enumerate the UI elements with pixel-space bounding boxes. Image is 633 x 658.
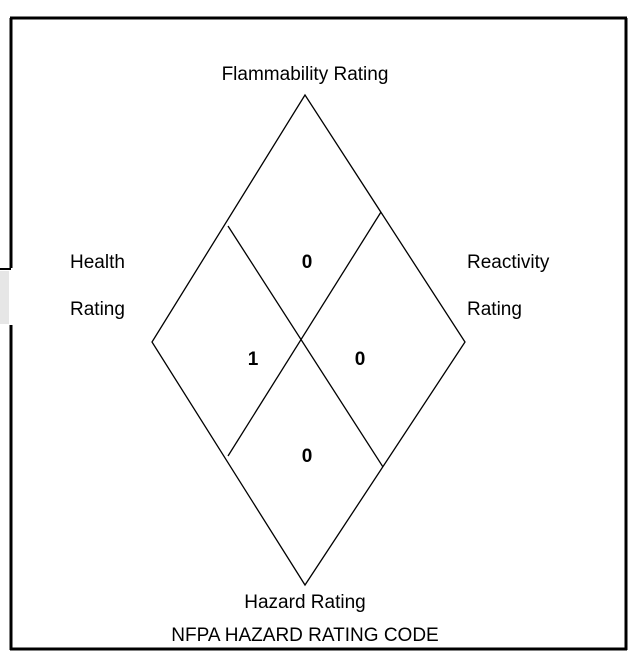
reactivity-label: Reactivity	[467, 252, 550, 273]
hazard-label: Hazard Rating	[244, 592, 365, 613]
health-label: Rating	[70, 299, 125, 320]
reactivity-rating: 0	[355, 349, 366, 370]
frame	[0, 16, 628, 651]
side-tab	[0, 271, 9, 324]
caption: NFPA HAZARD RATING CODE	[171, 625, 438, 646]
health-rating: 1	[248, 349, 259, 370]
health-label: Health	[70, 252, 125, 273]
hazard-rating: 0	[302, 446, 313, 467]
diamond-outline	[151, 93, 466, 587]
diamond-divider	[227, 211, 382, 457]
diamond-divider	[227, 225, 384, 468]
diamond	[151, 93, 466, 587]
flammability-label: Flammability Rating	[222, 64, 389, 85]
reactivity-label: Rating	[467, 299, 522, 320]
flammability-rating: 0	[302, 252, 313, 273]
